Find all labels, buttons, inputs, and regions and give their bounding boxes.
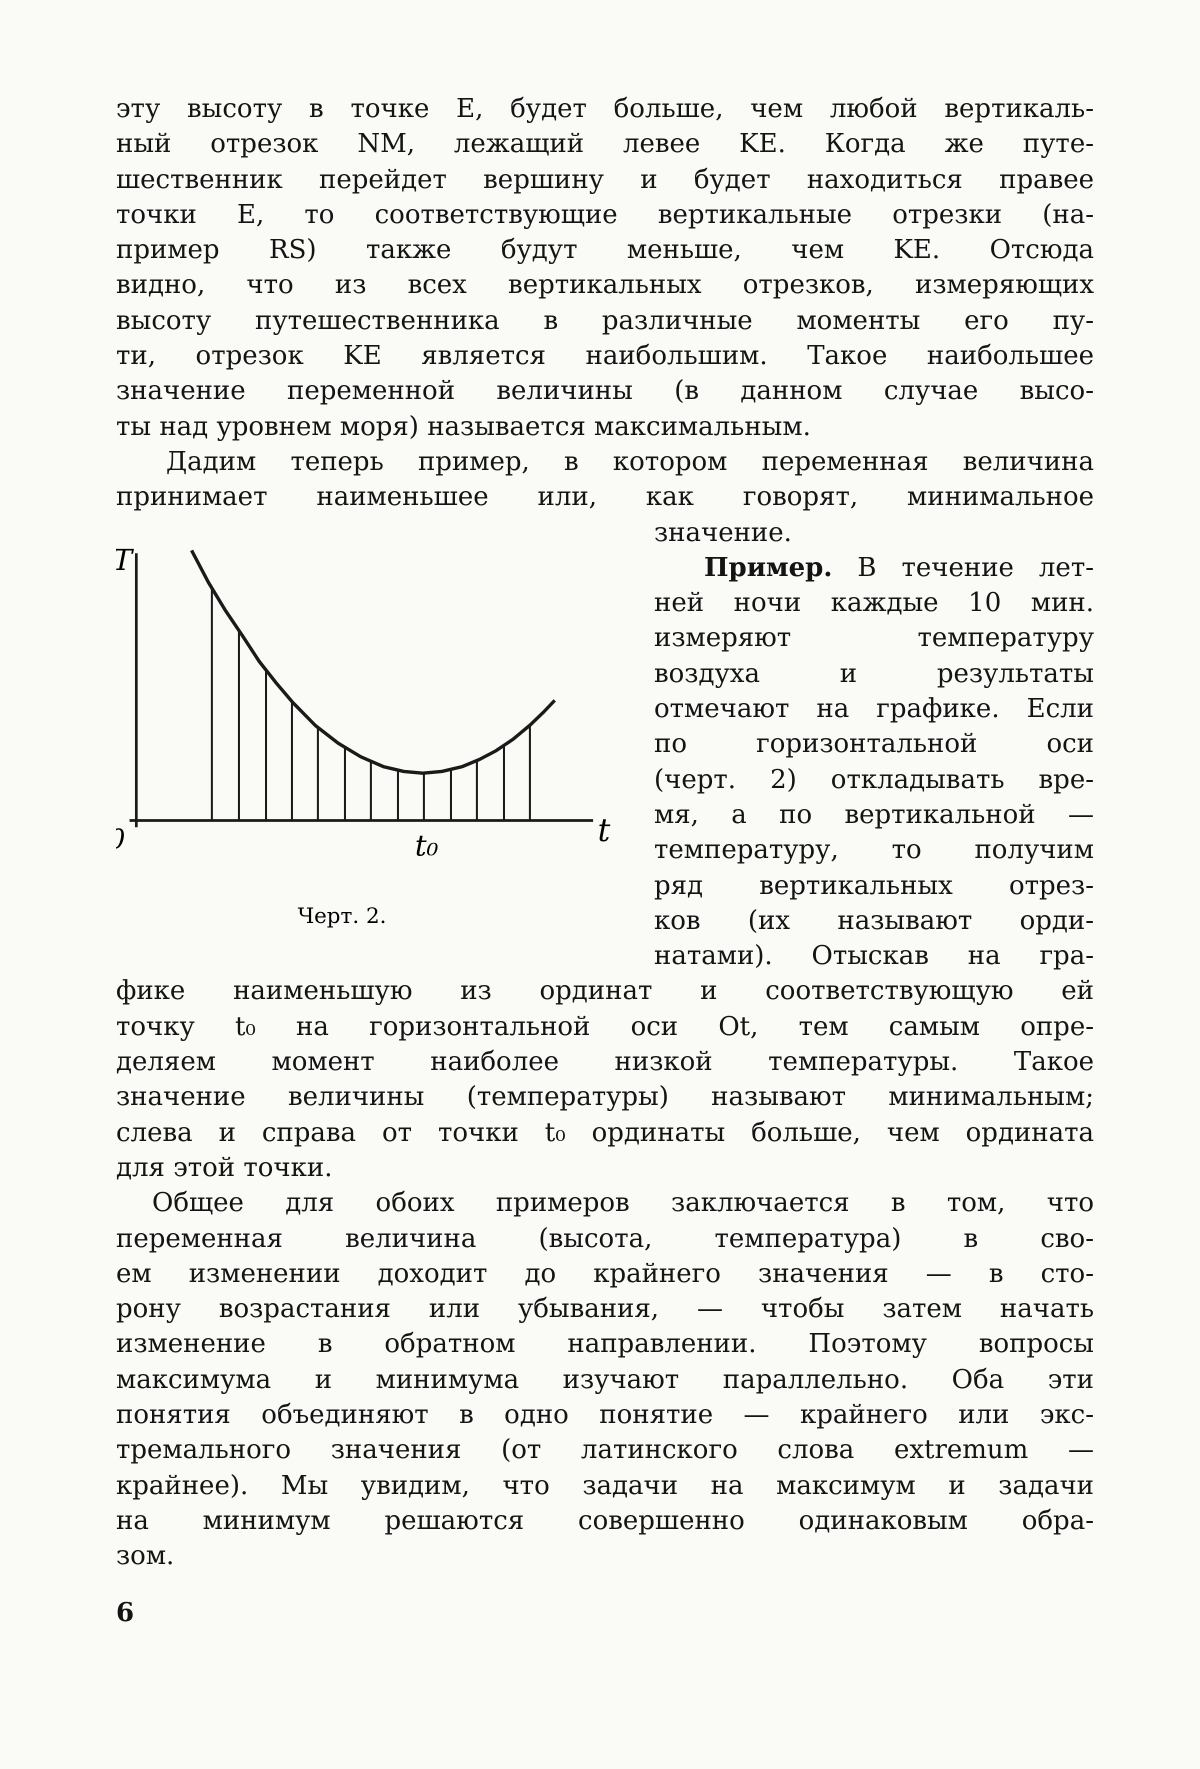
text-line: для этой точки. xyxy=(116,1151,1094,1186)
text-line: максимума и минимума изучают параллельно… xyxy=(116,1363,1094,1398)
text-line: зом. xyxy=(116,1539,1094,1574)
text-line: Общее для обоих примеров заключается в т… xyxy=(116,1186,1094,1221)
text-line: видно, что из всех вертикальных отрезков… xyxy=(116,268,1094,303)
figure-graph: T 0 t t₀ Черт. 2. xyxy=(116,516,654,975)
figure-block: T 0 t t₀ Черт. 2. значение.Пример. В теч… xyxy=(116,516,1094,975)
text-line: воздуха и результаты xyxy=(654,657,1094,692)
side-column: значение.Пример. В течение лет-ней ночи … xyxy=(654,516,1094,975)
text-line: ты над уровнем моря) называется максимал… xyxy=(116,410,1094,445)
paragraph: Дадим теперь пример, в котором переменна… xyxy=(116,445,1094,516)
text-line: ков (их называют орди- xyxy=(654,904,1094,939)
text-line: точки E, то соответствующие вертикальные… xyxy=(116,198,1094,233)
text-line: по горизонтальной оси xyxy=(654,727,1094,762)
text-line: мя, а по вертикальной — xyxy=(654,798,1094,833)
text-line: рону возрастания или убывания, — чтобы з… xyxy=(116,1292,1094,1327)
text-line: принимает наименьшее или, как говорят, м… xyxy=(116,480,1094,515)
text-line: эту высоту в точке E, будет больше, чем … xyxy=(116,92,1094,127)
text-line: Пример. В течение лет- xyxy=(654,551,1094,586)
text-line: температуру, то получим xyxy=(654,833,1094,868)
paragraph: Общее для обоих примеров заключается в т… xyxy=(116,1186,1094,1574)
text-line: Дадим теперь пример, в котором переменна… xyxy=(116,445,1094,480)
text-line: измеряют температуру xyxy=(654,621,1094,656)
text-line: тремального значения (от латинского слов… xyxy=(116,1433,1094,1468)
graph-lines xyxy=(130,550,594,827)
page-number: 6 xyxy=(116,1598,134,1628)
text-line: переменная величина (высота, температура… xyxy=(116,1222,1094,1257)
paragraph: эту высоту в точке E, будет больше, чем … xyxy=(116,92,1094,445)
text-line: значение величины (температуры) называют… xyxy=(116,1080,1094,1115)
text-line: шественник перейдет вершину и будет нахо… xyxy=(116,163,1094,198)
text-line: значение переменной величины (в данном с… xyxy=(116,374,1094,409)
text-line: ти, отрезок KE является наибольшим. Тако… xyxy=(116,339,1094,374)
text-line: точку t₀ на горизонтальной оси Ot, тем с… xyxy=(116,1010,1094,1045)
text-line: фике наименьшую из ординат и соответству… xyxy=(116,974,1094,1009)
text-line: ней ночи каждые 10 мин. xyxy=(654,586,1094,621)
text-line: на минимум решаются совершенно одинаковы… xyxy=(116,1504,1094,1539)
figure-caption: Черт. 2. xyxy=(298,904,387,929)
text-line: натами). Отыскав на гра- xyxy=(654,939,1094,974)
origin-label: 0 xyxy=(116,824,125,855)
text-body: эту высоту в точке E, будет больше, чем … xyxy=(116,92,1094,1575)
text-line: понятия объединяют в одно понятие — край… xyxy=(116,1398,1094,1433)
text-line: деляем момент наиболее низкой температур… xyxy=(116,1045,1094,1080)
paragraph: фике наименьшую из ординат и соответству… xyxy=(116,974,1094,1186)
text-line: (черт. 2) откладывать вре- xyxy=(654,763,1094,798)
y-axis-label: T xyxy=(116,543,135,577)
text-line: слева и справа от точки t₀ ординаты боль… xyxy=(116,1116,1094,1151)
x-axis-label: t xyxy=(598,812,611,848)
text-line: пример RS) также будут меньше, чем KE. О… xyxy=(116,233,1094,268)
text-line: отмечают на графике. Если xyxy=(654,692,1094,727)
text-line: изменение в обратном направлении. Поэтом… xyxy=(116,1327,1094,1362)
ordinates xyxy=(212,587,530,820)
lead-word: Пример. xyxy=(704,553,832,583)
text-line: ем изменении доходит до крайнего значени… xyxy=(116,1257,1094,1292)
min-label: t₀ xyxy=(415,828,439,862)
text-line: высоту путешественника в различные момен… xyxy=(116,304,1094,339)
text-line: ный отрезок NM, лежащий левее KE. Когда … xyxy=(116,127,1094,162)
text-line: значение. xyxy=(654,516,1094,551)
figure: T 0 t t₀ Черт. 2. xyxy=(116,516,654,975)
text-line: ряд вертикальных отрез- xyxy=(654,869,1094,904)
text-line: крайнее). Мы увидим, что задачи на макси… xyxy=(116,1469,1094,1504)
curve xyxy=(192,550,555,773)
text-line: В течение лет- xyxy=(857,553,1094,583)
